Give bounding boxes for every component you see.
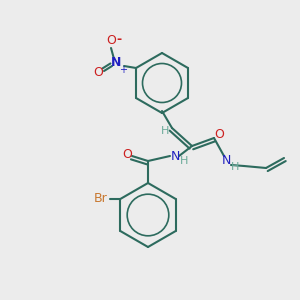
Text: O: O — [214, 128, 224, 142]
Text: -: - — [116, 32, 122, 46]
Text: N: N — [111, 56, 121, 70]
Text: H: H — [231, 162, 239, 172]
Text: +: + — [119, 65, 127, 75]
Text: O: O — [106, 34, 116, 46]
Text: O: O — [93, 67, 103, 80]
Text: O: O — [122, 148, 132, 161]
Text: N: N — [170, 149, 180, 163]
Text: H: H — [161, 126, 169, 136]
Text: N: N — [221, 154, 231, 167]
Text: Br: Br — [93, 193, 107, 206]
Text: H: H — [180, 156, 188, 166]
